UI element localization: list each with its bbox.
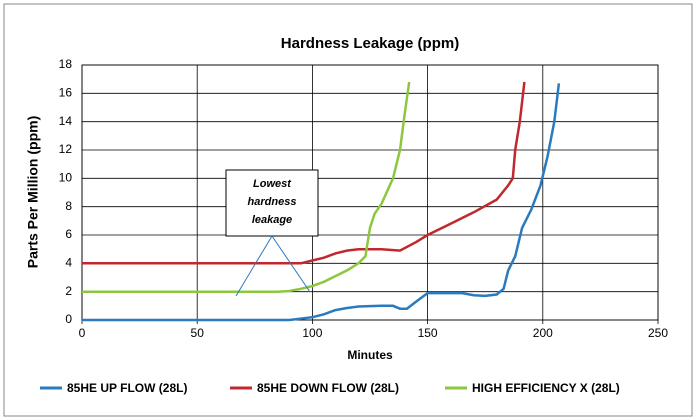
legend-item: 85HE UP FLOW (28L) xyxy=(40,381,187,395)
data-line xyxy=(82,83,561,322)
x-tick-label: 0 xyxy=(79,326,86,340)
chart-title: Hardness Leakage (ppm) xyxy=(281,35,459,52)
x-tick-label: 50 xyxy=(191,326,205,340)
y-tick-label: 10 xyxy=(59,171,73,185)
x-tick-label: 250 xyxy=(648,326,668,340)
y-tick-label: 4 xyxy=(65,256,72,270)
y-tick-label: 12 xyxy=(59,142,73,156)
plot-area xyxy=(81,64,659,321)
y-tick-label: 14 xyxy=(59,114,73,128)
data-line xyxy=(82,81,411,293)
legend-item: HIGH EFFICIENCY X (28L) xyxy=(445,381,620,395)
y-axis-label: Parts Per Million (ppm) xyxy=(25,116,41,268)
annotation-text: leakage xyxy=(252,214,292,226)
y-tick-label: 2 xyxy=(65,284,72,298)
y-tick-label: 16 xyxy=(59,86,73,100)
legend-label: HIGH EFFICIENCY X (28L) xyxy=(472,381,620,395)
annotation: Lowest hardness leakage xyxy=(225,169,319,297)
chart-border xyxy=(3,3,693,417)
y-tick-label: 8 xyxy=(65,199,72,213)
data-line xyxy=(82,81,526,265)
annotation-arrow xyxy=(271,235,311,293)
annotation-text: Lowest xyxy=(253,178,292,190)
x-tick-label: 200 xyxy=(533,326,553,340)
legend-label: 85HE DOWN FLOW (28L) xyxy=(257,381,399,395)
annotation-arrow xyxy=(235,235,273,297)
x-tick-label: 100 xyxy=(302,326,322,340)
y-tick-label: 0 xyxy=(65,312,72,326)
annotation-text: hardness xyxy=(248,196,297,208)
x-axis-label: Minutes xyxy=(347,348,393,362)
legend-label: 85HE UP FLOW (28L) xyxy=(67,381,187,395)
y-tick-label: 6 xyxy=(65,227,72,241)
y-tick-label: 18 xyxy=(59,57,73,71)
x-tick-label: 150 xyxy=(418,326,438,340)
legend-item: 85HE DOWN FLOW (28L) xyxy=(230,381,399,395)
